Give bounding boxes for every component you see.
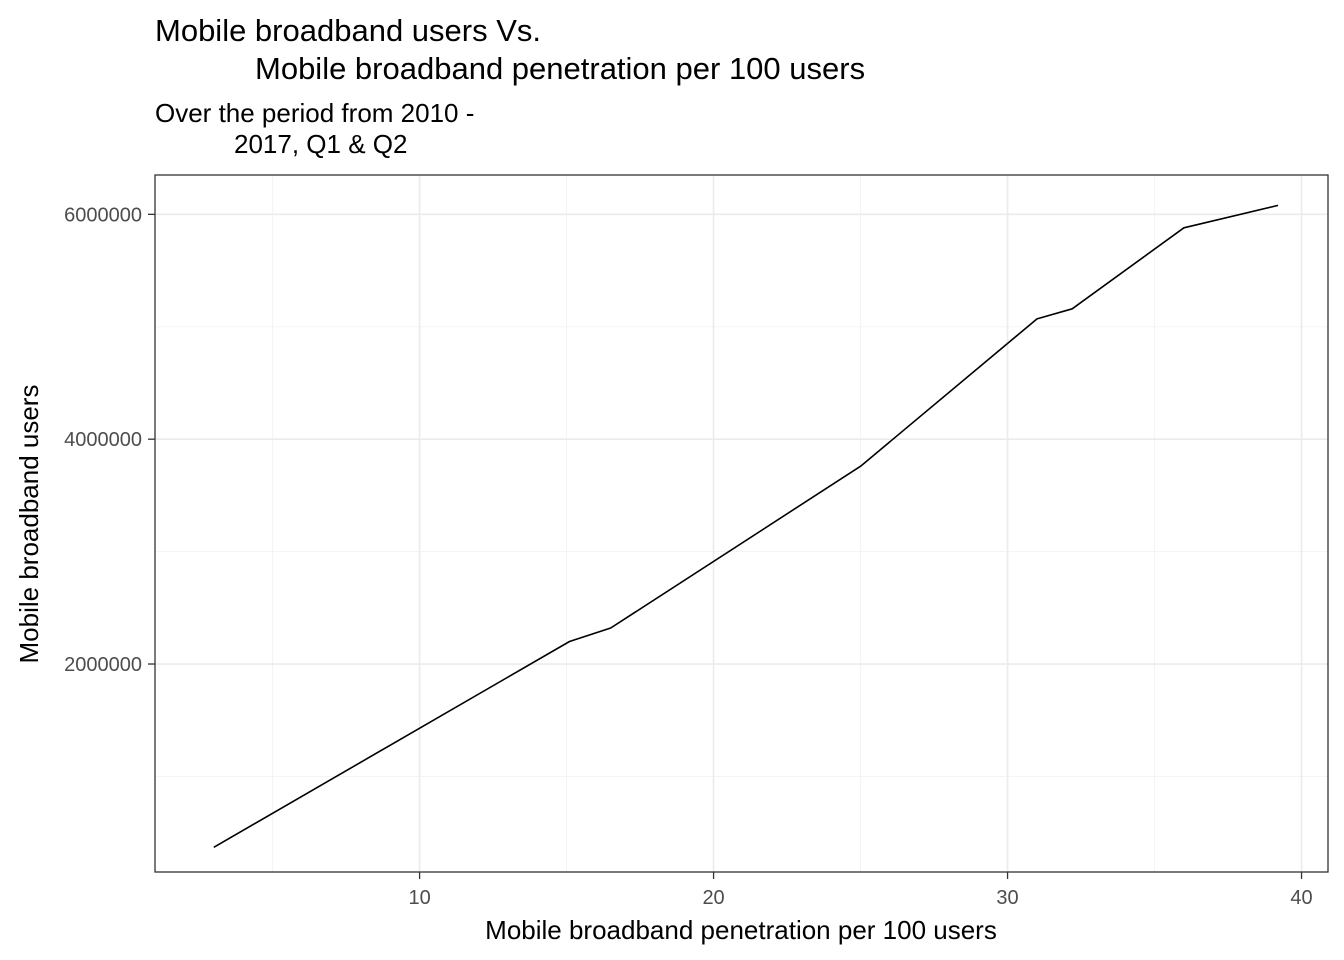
y-axis: 2000000 4000000 6000000	[64, 204, 155, 676]
x-axis: 10 20 30 40	[408, 872, 1313, 909]
series-layer	[213, 204, 1279, 848]
panel-border	[154, 174, 1329, 873]
y-tick-label: 6000000	[64, 204, 142, 226]
y-tick-label: 4000000	[64, 429, 142, 451]
chart-title-line-1: Mobile broadband users Vs.	[155, 13, 541, 48]
x-tick-label: 30	[996, 887, 1018, 909]
chart-subtitle-line-2: 2017, Q1 & Q2	[234, 129, 407, 159]
x-axis-title: Mobile broadband penetration per 100 use…	[485, 915, 997, 945]
grid-minor	[155, 175, 1328, 872]
series-line	[213, 204, 1279, 848]
chart-subtitle-line-1: Over the period from 2010 -	[155, 98, 474, 128]
y-axis-title: Mobile broadband users	[14, 385, 44, 664]
grid-major	[155, 175, 1328, 872]
x-tick-label: 10	[408, 887, 430, 909]
x-tick-label: 20	[702, 887, 724, 909]
chart-title-line-2: Mobile broadband penetration per 100 use…	[255, 51, 865, 86]
y-tick-label: 2000000	[64, 654, 142, 676]
x-tick-label: 40	[1290, 887, 1312, 909]
